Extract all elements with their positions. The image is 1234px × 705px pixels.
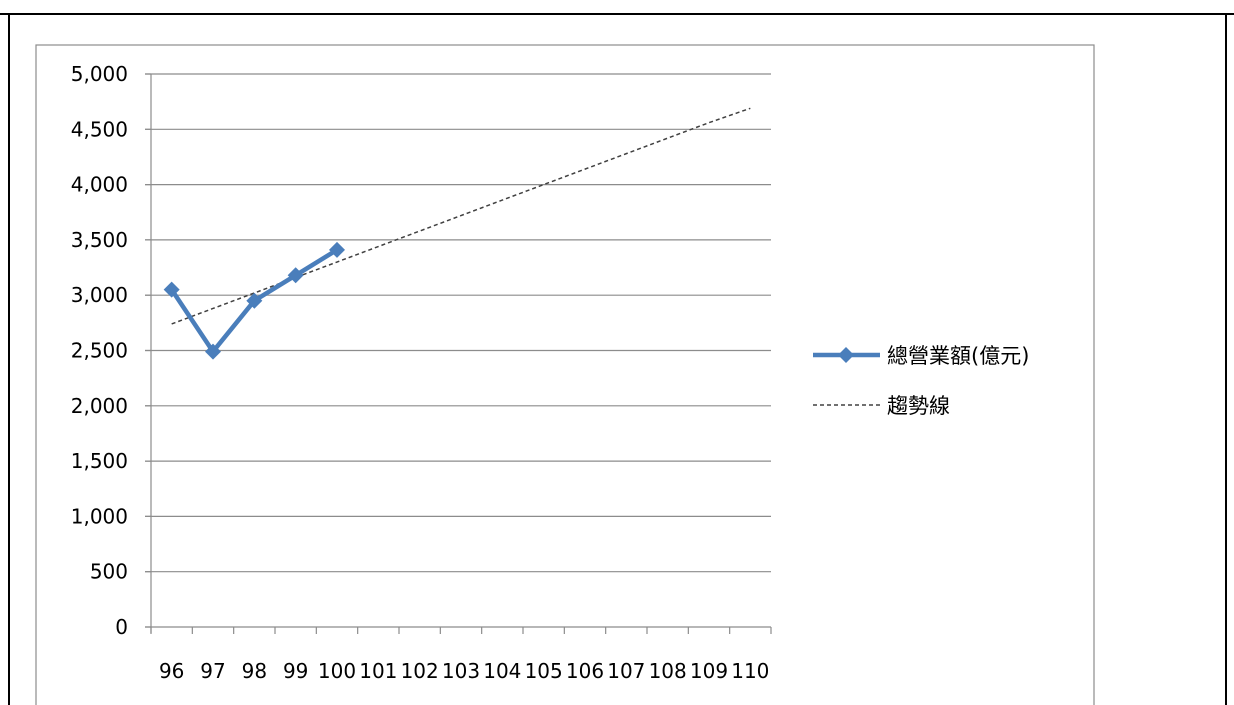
x-tick-label: 109 [690,659,728,683]
x-tick-label: 96 [159,659,184,683]
x-tick-label: 107 [607,659,645,683]
x-tick-label: 106 [566,659,604,683]
x-tick-label: 104 [483,659,521,683]
y-tick-label: 3,500 [71,228,128,252]
axes [145,73,772,634]
trendline [171,107,751,325]
legend: 總營業額(億元) 趨勢線 [813,344,1029,418]
y-tick-label: 2,500 [71,339,128,363]
legend-label-total-revenue: 總營業額(億元) [887,344,1029,368]
y-tick-label: 3,000 [71,283,128,307]
y-tick-label: 1,000 [71,504,128,528]
chart-area-border [35,44,1095,705]
x-tick-label: 97 [200,659,225,683]
y-tick-label: 4,500 [71,117,128,141]
data-point-marker [163,281,180,298]
x-axis-tick-labels: 96 97 98 99 100 101 102 103 104 105 106 107 108 109 11… [159,659,769,683]
legend-marker-total-revenue [838,347,854,363]
y-tick-label: 4,000 [71,173,128,197]
x-tick-label: 105 [525,659,563,683]
data-point-marker [329,241,345,258]
y-tick-label: 5,000 [71,62,128,86]
x-tick-label: 100 [318,659,356,683]
x-tick-label: 98 [242,659,267,683]
y-tick-label: 2,000 [71,394,128,418]
data-point-marker [287,267,304,284]
data-point-marker [246,292,263,309]
x-tick-label: 108 [649,659,687,683]
x-tick-label: 99 [283,659,308,683]
gridlines [145,73,771,573]
y-tick-label: 500 [90,560,128,584]
y-axis-tick-labels: 0 500 1,000 1,500 2,000 2,500 3,000 3,500 4,000 4… [71,62,128,639]
x-tick-label: 110 [731,659,769,683]
x-tick-label: 102 [401,659,439,683]
x-tick-label: 103 [442,659,480,683]
legend-label-trendline: 趨勢線 [887,394,950,418]
page-frame [0,13,1234,705]
x-tick-label: 101 [359,659,397,683]
data-point-marker [205,343,221,360]
y-tick-label: 0 [115,615,128,639]
series-layer [163,107,751,360]
y-tick-label: 1,500 [71,449,128,473]
